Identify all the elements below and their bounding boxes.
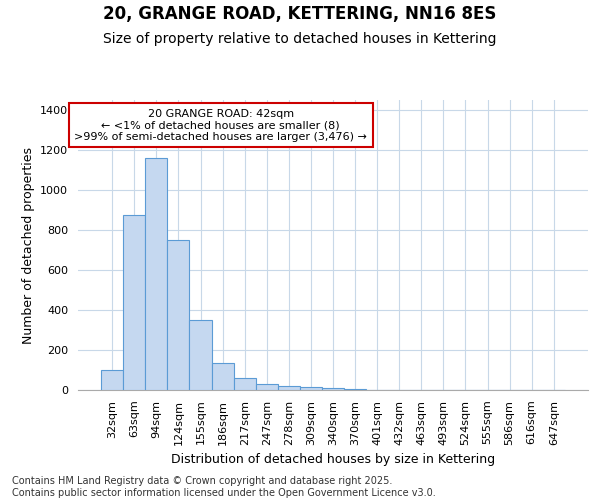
Bar bbox=[300, 387, 322, 390]
Bar bbox=[123, 215, 145, 390]
Bar bbox=[233, 378, 256, 390]
Text: 20 GRANGE ROAD: 42sqm
← <1% of detached houses are smaller (8)
>99% of semi-deta: 20 GRANGE ROAD: 42sqm ← <1% of detached … bbox=[74, 108, 367, 142]
Bar bbox=[167, 240, 190, 390]
Y-axis label: Number of detached properties: Number of detached properties bbox=[22, 146, 35, 344]
Bar bbox=[278, 386, 300, 390]
Text: Size of property relative to detached houses in Kettering: Size of property relative to detached ho… bbox=[103, 32, 497, 46]
Text: Contains HM Land Registry data © Crown copyright and database right 2025.
Contai: Contains HM Land Registry data © Crown c… bbox=[12, 476, 436, 498]
Bar bbox=[322, 388, 344, 390]
X-axis label: Distribution of detached houses by size in Kettering: Distribution of detached houses by size … bbox=[171, 453, 495, 466]
Text: 20, GRANGE ROAD, KETTERING, NN16 8ES: 20, GRANGE ROAD, KETTERING, NN16 8ES bbox=[103, 5, 497, 23]
Bar bbox=[145, 158, 167, 390]
Bar bbox=[101, 370, 123, 390]
Bar bbox=[190, 320, 212, 390]
Bar bbox=[344, 389, 366, 390]
Bar bbox=[256, 384, 278, 390]
Bar bbox=[212, 363, 233, 390]
